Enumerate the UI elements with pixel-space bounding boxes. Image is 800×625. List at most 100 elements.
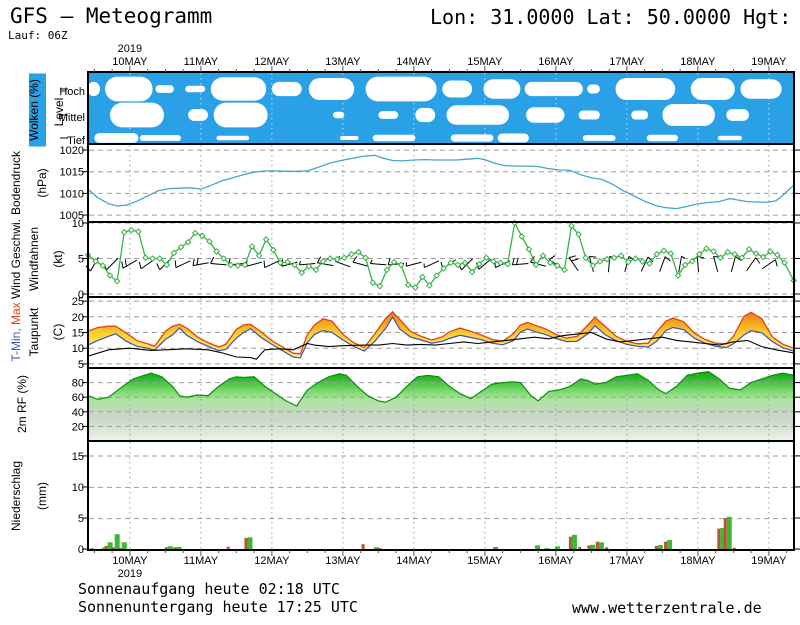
wind-speed-marker	[759, 253, 767, 261]
cloud-blob	[483, 79, 521, 99]
wind-barb	[246, 261, 262, 267]
wind-speed-marker	[447, 259, 455, 267]
y-tick-label: 10	[72, 218, 84, 230]
y-tick-label: 60	[72, 392, 84, 404]
wind-barb	[640, 256, 649, 272]
tmin-max-label: T-Min, Max	[9, 302, 23, 361]
wind-speed-marker	[305, 263, 313, 270]
wind-speed-marker	[255, 252, 263, 259]
precip-bar-convective	[104, 545, 108, 550]
watermark-link[interactable]: www.wetterzentrale.de	[572, 599, 762, 617]
date-label-bottom: 14MAY	[396, 555, 432, 567]
sunset-text: Sonnenuntergang heute 17:25 UTC	[78, 598, 358, 616]
wind-speed-marker	[99, 262, 107, 269]
cloud-blob	[271, 81, 302, 97]
precip-bar-total	[247, 537, 253, 550]
cloud-blob	[497, 133, 529, 143]
taupunkt-label: Taupunkt	[27, 307, 41, 356]
wind-barb	[210, 262, 227, 266]
wind-speed-marker	[603, 255, 611, 263]
dewpoint-line	[87, 331, 794, 360]
wind-speed-marker	[220, 255, 227, 262]
cloud-blob	[110, 102, 164, 128]
date-label-top: 18MAY	[680, 56, 716, 68]
wind-speed-marker	[660, 247, 668, 255]
wind-speed-marker	[767, 248, 774, 255]
wind-barb	[746, 257, 757, 272]
time-axis: 10MAY 10MAY 11MAY 11MAY 12MAY 12MAY 13MAY 13MAY…	[93, 43, 787, 580]
cloud-blob	[365, 76, 437, 102]
precip-bar-convective	[654, 545, 658, 550]
wind-barb	[192, 262, 209, 267]
wind-speed-marker	[213, 248, 220, 255]
wind-speed-marker	[177, 243, 185, 251]
wind-speed-marker	[206, 238, 213, 245]
precip-bar-total	[590, 544, 596, 550]
wind-speed-marker	[120, 228, 128, 236]
hpa-unit-label: (hPa)	[35, 168, 49, 197]
wind-speed-marker	[738, 254, 746, 262]
wind-speed-marker	[383, 266, 391, 274]
date-label-bottom: 12MAY	[254, 555, 290, 567]
wind-speed-marker	[589, 262, 597, 269]
y-tick-label: 20	[72, 312, 84, 324]
wind-speed-marker	[191, 229, 199, 237]
wind-speed-marker	[561, 266, 568, 274]
wind-speed-marker	[703, 245, 710, 252]
precip-bar-total	[167, 546, 173, 550]
wind-speed-marker	[341, 254, 348, 262]
wind-speed-marker	[490, 258, 497, 265]
precip-panel: 0 5 10 15 Niederschlag (mm)	[9, 440, 800, 556]
cloud-blob	[740, 79, 782, 99]
wind-speed-marker	[170, 249, 178, 257]
date-label-top: 14MAY	[396, 56, 432, 68]
wind-speed-marker	[262, 236, 270, 243]
precip-bar-total	[121, 542, 127, 550]
wind-barb	[370, 262, 387, 266]
precip-bar-total	[114, 534, 120, 550]
wind-speed-marker	[504, 260, 511, 268]
precip-bar-convective	[664, 541, 668, 550]
y-tick-label: 0	[78, 289, 84, 301]
precip-bar-convective	[605, 547, 609, 550]
wind-speed-marker	[681, 261, 689, 269]
y-tick-label: 1020	[60, 145, 84, 157]
wind-speed-marker	[241, 261, 249, 269]
wind-speed-marker	[731, 250, 739, 258]
wind-barb	[678, 256, 683, 273]
precip-bar-convective	[587, 545, 591, 550]
wind-speed-marker	[617, 252, 625, 259]
cloud-blob	[442, 80, 473, 98]
wind-speed-marker	[412, 284, 419, 291]
wind-speed-marker	[333, 255, 341, 263]
wind-speed-marker	[184, 238, 192, 246]
cloud-blob	[615, 77, 676, 101]
windfahnen-label: Windfahnen	[27, 227, 41, 291]
cloud-blob	[378, 111, 399, 119]
precip-bar-convective	[226, 546, 230, 550]
wind-speed-marker	[369, 279, 377, 286]
precip-bar-convective	[732, 547, 736, 550]
wind-speed-marker	[355, 248, 362, 256]
y-tick-label: 5	[78, 513, 84, 525]
wind-speed-marker	[404, 281, 412, 289]
precip-bar-convective	[173, 547, 177, 550]
wind-speed-marker	[475, 260, 483, 268]
wind-barb	[264, 260, 280, 269]
wind-speed-marker	[248, 243, 256, 250]
wind-speed-marker	[674, 272, 682, 279]
precip-bar-total	[101, 547, 107, 550]
y-tick-label: 80	[72, 378, 84, 390]
wind-speed-marker	[497, 259, 504, 267]
wind-speed-marker	[653, 250, 661, 258]
cloud-blob	[332, 111, 345, 119]
date-label-top: 11MAY	[184, 56, 219, 68]
precip-bar-total	[720, 527, 726, 550]
level-label: Level	[52, 98, 66, 127]
date-label-bottom: 18MAY	[680, 555, 716, 567]
tmax-line	[87, 310, 794, 355]
y-tick-label: 5	[78, 359, 84, 371]
date-label-bottom: 13MAY	[325, 555, 361, 567]
date-label-bottom: 19MAY	[751, 555, 787, 567]
